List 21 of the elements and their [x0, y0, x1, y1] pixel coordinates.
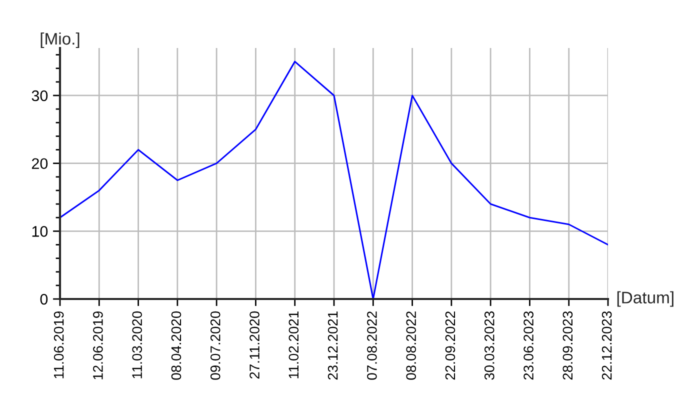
x-axis-title: [Datum] [617, 291, 674, 307]
x-tick-label: 27.11.2020 [250, 311, 260, 379]
y-tick-label: 0 [40, 294, 48, 305]
x-tick-label: 23.06.2023 [524, 311, 534, 380]
y-tick-label: 10 [32, 226, 48, 237]
y-axis-title: [Mio.] [40, 32, 80, 48]
x-tick-label: 11.03.2020 [132, 311, 142, 378]
x-tick-label: 08.08.2022 [406, 311, 416, 380]
x-tick-label: 09.07.2020 [210, 311, 220, 380]
x-tick-label: 08.04.2020 [171, 311, 182, 380]
x-tick-label: 11.02.2021 [288, 311, 299, 378]
y-tick-label: 30 [32, 90, 48, 102]
x-tick-label: 30.03.2023 [484, 311, 494, 380]
x-tick-label: 28.09.2023 [562, 311, 573, 380]
x-tick-label: 23.12.2021 [328, 311, 338, 380]
x-tick-label: 22.12.2023 [602, 311, 612, 380]
x-tick-label: 12.06.2019 [93, 311, 103, 380]
x-tick-label: 22.09.2022 [445, 311, 456, 380]
x-tick-label: 11.06.2019 [54, 311, 64, 378]
y-tick-label: 20 [32, 158, 48, 170]
x-tick-label: 07.08.2022 [367, 311, 377, 380]
